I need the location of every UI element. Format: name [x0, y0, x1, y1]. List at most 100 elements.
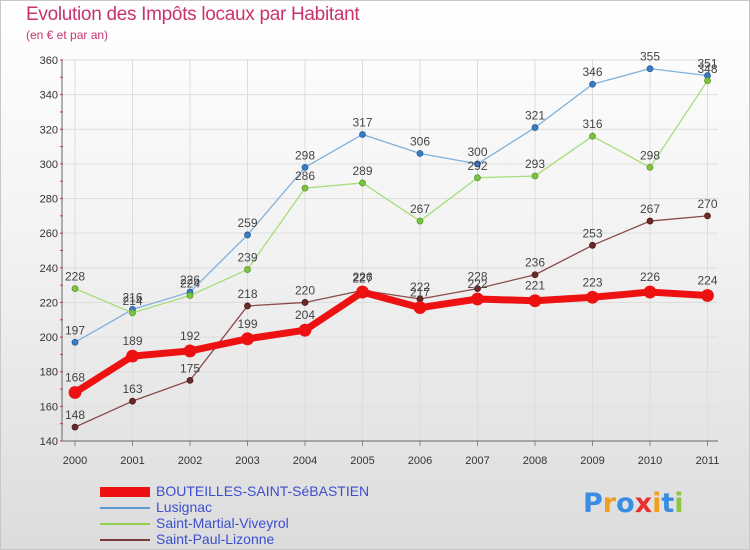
data-label-saint-martial: 239 — [237, 251, 257, 265]
data-point-saint-paul — [71, 423, 79, 431]
data-point-lusignac — [531, 124, 539, 131]
data-label-saint-paul: 228 — [467, 270, 487, 284]
data-label-lusignac: 226 — [180, 273, 200, 287]
data-point-bouteilles — [701, 289, 714, 302]
data-point-saint-paul — [704, 212, 711, 220]
data-label-saint-paul: 220 — [295, 283, 315, 297]
proxiti-logo: Proxiti — [583, 488, 684, 519]
data-label-saint-paul: 175 — [180, 361, 200, 375]
logo-letter: o — [616, 488, 635, 519]
y-tick-label: 260 — [40, 228, 58, 240]
data-point-saint-martial — [416, 217, 424, 225]
data-label-lusignac: 321 — [525, 109, 545, 123]
x-tick-label: 2006 — [408, 455, 432, 467]
data-label-bouteilles: 226 — [352, 270, 372, 284]
data-label-lusignac: 300 — [467, 145, 487, 159]
data-label-lusignac: 298 — [295, 148, 315, 162]
data-label-saint-paul: 270 — [697, 197, 717, 211]
x-tick-label: 2004 — [293, 455, 317, 467]
data-label-saint-martial: 286 — [295, 169, 315, 183]
data-point-bouteilles — [126, 349, 139, 363]
legend-swatch-saint-martial — [100, 523, 150, 525]
x-tick-label: 2002 — [178, 455, 202, 467]
logo-letter: i — [652, 488, 662, 519]
data-point-saint-paul — [244, 302, 251, 310]
data-point-saint-paul — [531, 271, 539, 279]
data-point-bouteilles — [413, 301, 427, 315]
y-tick-label: 340 — [40, 90, 58, 102]
data-label-saint-paul: 218 — [237, 287, 257, 301]
data-label-saint-martial: 298 — [640, 148, 660, 162]
series-layer — [68, 65, 714, 431]
data-label-saint-martial: 292 — [467, 159, 487, 173]
x-tick-label: 2007 — [465, 455, 489, 467]
data-point-saint-paul — [301, 299, 309, 306]
data-point-saint-martial — [71, 285, 79, 293]
legend-label-lusignac: Lusignac — [156, 499, 213, 515]
data-label-lusignac: 197 — [65, 323, 85, 337]
data-label-bouteilles: 192 — [180, 329, 200, 343]
y-tick-label: 320 — [40, 124, 58, 136]
data-point-saint-martial — [704, 77, 711, 85]
data-point-lusignac — [71, 338, 79, 346]
data-point-saint-martial — [359, 179, 366, 187]
data-point-bouteilles — [241, 332, 254, 346]
data-label-saint-martial: 214 — [122, 294, 142, 308]
legend-label-saint-martial: Saint-Martial-Viveyrol — [156, 515, 289, 531]
data-point-saint-martial — [301, 184, 309, 192]
data-label-saint-paul: 148 — [65, 408, 85, 422]
data-label-lusignac: 351 — [697, 57, 717, 71]
data-label-saint-paul: 267 — [640, 202, 660, 216]
data-point-lusignac — [416, 150, 424, 157]
data-label-saint-paul: 227 — [352, 271, 372, 285]
data-point-saint-paul — [589, 241, 596, 249]
axis-layer: 140 160 180 200 220 240 260 280 300 320 340 360 2000… — [40, 55, 720, 467]
logo-letter: t — [661, 488, 675, 519]
data-point-saint-paul — [129, 397, 136, 405]
data-label-lusignac: 259 — [237, 216, 257, 230]
data-point-saint-martial — [589, 132, 596, 140]
legend-item-saint-martial: Saint-Martial-Viveyrol — [100, 515, 400, 532]
y-tick-label: 300 — [40, 159, 58, 171]
data-point-saint-martial — [474, 174, 481, 182]
series-line-saint-paul — [74, 215, 709, 428]
data-label-lusignac: 346 — [582, 65, 602, 79]
data-point-saint-martial — [244, 266, 251, 273]
data-label-saint-martial: 348 — [697, 62, 717, 76]
y-tick-label: 280 — [40, 194, 58, 206]
legend-item-lusignac: Lusignac — [100, 499, 400, 516]
data-point-bouteilles — [298, 323, 312, 337]
y-tick-label: 140 — [40, 436, 58, 448]
grid-layer — [62, 59, 718, 442]
logo-letter: P — [583, 488, 603, 519]
x-tick-label: 2000 — [63, 455, 87, 467]
x-tick-label: 2001 — [120, 455, 144, 467]
data-point-saint-paul — [474, 285, 481, 293]
data-point-saint-paul — [646, 217, 654, 225]
data-label-saint-martial: 224 — [180, 277, 200, 291]
data-label-saint-martial: 316 — [582, 117, 602, 131]
logo-letter: x — [634, 488, 653, 519]
data-label-saint-martial: 267 — [410, 202, 430, 216]
data-label-bouteilles: 224 — [697, 274, 717, 288]
data-point-saint-martial — [531, 172, 539, 180]
data-label-bouteilles: 222 — [467, 277, 487, 291]
data-label-saint-paul: 236 — [525, 256, 545, 270]
series-line-saint-martial — [74, 80, 709, 314]
series-line-bouteilles — [71, 288, 711, 397]
data-label-lusignac: 216 — [122, 290, 142, 304]
legend-label-bouteilles: BOUTEILLES-SAINT-SéBASTIEN — [156, 483, 370, 499]
data-point-saint-martial — [646, 163, 654, 171]
series-line-lusignac — [74, 68, 709, 343]
data-label-lusignac: 306 — [410, 135, 430, 149]
x-tick-label: 2010 — [638, 455, 662, 467]
x-tick-label: 2008 — [523, 455, 547, 467]
chart-subtitle: (en € et par an) — [26, 28, 109, 42]
data-label-bouteilles: 226 — [640, 270, 660, 284]
y-tick-label: 240 — [40, 263, 58, 275]
data-label-bouteilles: 199 — [237, 317, 257, 331]
data-label-bouteilles: 189 — [122, 334, 142, 348]
data-label-saint-martial: 293 — [525, 157, 545, 171]
